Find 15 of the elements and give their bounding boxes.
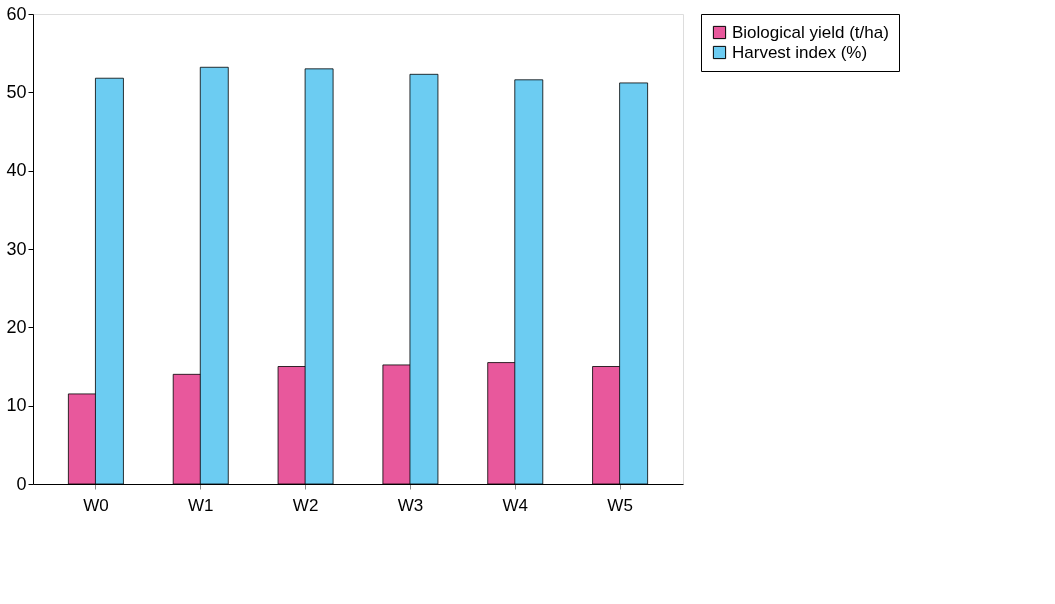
x-tick-label: W0 bbox=[83, 495, 109, 515]
y-tick-label: 60 bbox=[6, 3, 27, 24]
y-tick-label: 20 bbox=[6, 316, 27, 337]
x-tick-label: W5 bbox=[607, 495, 633, 515]
y-tick-label: 0 bbox=[16, 473, 27, 494]
x-tick-label: W2 bbox=[292, 495, 319, 515]
x-tick-label: W3 bbox=[397, 495, 424, 515]
y-tick-label: 30 bbox=[6, 238, 27, 259]
x-tick-label: W4 bbox=[502, 495, 529, 515]
y-tick-label: 10 bbox=[6, 395, 27, 416]
y-tick-label: 50 bbox=[6, 81, 27, 102]
legend-label: Harvest index (%) bbox=[732, 42, 868, 62]
y-tick-label: 40 bbox=[6, 160, 27, 181]
legend-label: Biological yield (t/ha) bbox=[732, 22, 889, 42]
x-tick-label: W1 bbox=[187, 495, 214, 515]
